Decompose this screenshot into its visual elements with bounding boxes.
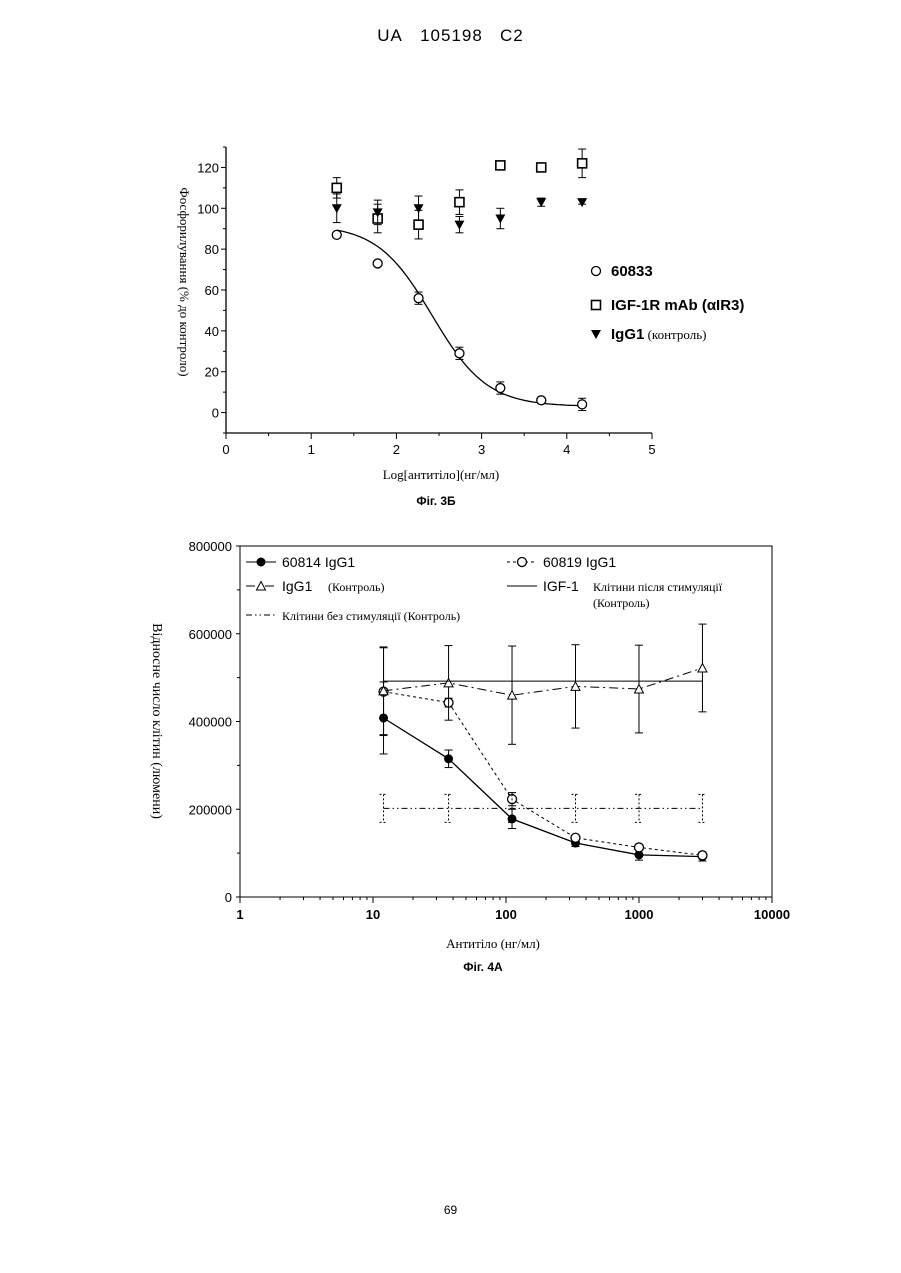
- x-tick-label: 5: [648, 442, 655, 457]
- legend-suffix-3a: Клітини після стимуляції: [593, 580, 723, 594]
- x-tick-label: 10: [366, 907, 380, 922]
- y-tick-label: 800000: [189, 539, 232, 554]
- legend-marker-2: [257, 582, 266, 591]
- legend-label-3: IGF-1: [543, 578, 579, 594]
- series-0-point: [332, 230, 341, 239]
- y-tick-label: 600000: [189, 627, 232, 642]
- x-tick-label: 100: [495, 907, 517, 922]
- legend-marker-0: [592, 267, 601, 276]
- y-tick-label: 400000: [189, 715, 232, 730]
- legend-label-4: Клітини без стимуляції (Контроль): [282, 609, 460, 623]
- figure-caption: Фіг. 4А: [463, 960, 503, 974]
- x-axis-label: Антитіло (нг/мл): [446, 936, 540, 951]
- legend-marker-1: [518, 558, 527, 567]
- legend-suffix-2: (Контроль): [328, 580, 385, 594]
- x-tick-label: 1: [308, 442, 315, 457]
- page-header: UA 105198 C2: [0, 26, 901, 46]
- y-tick-label: 0: [212, 406, 219, 421]
- figure-caption: Фіг. 3Б: [416, 494, 456, 508]
- series-2-point: [698, 663, 707, 672]
- series-2-point: [577, 198, 587, 207]
- legend-label-1: 60819 IgG1: [543, 554, 616, 570]
- page-number: 69: [0, 1203, 901, 1217]
- series-0-point: [414, 294, 423, 303]
- series-0-point: [537, 396, 546, 405]
- legend-label-0: 60814 IgG1: [282, 554, 355, 570]
- series-2-point: [454, 221, 464, 230]
- x-axis-label: Log[антитіло](нг/мл): [383, 467, 500, 482]
- x-tick-label: 4: [563, 442, 570, 457]
- series-0-line: [384, 718, 703, 857]
- y-tick-label: 80: [205, 242, 219, 257]
- legend-label-1: IGF-1R mAb (αIR3): [611, 297, 744, 314]
- chart-phosphorylation: 0 20 40 60 80 100 120 0 1 2 3 4 5 Log[антитіло](нг/мл…: [0, 130, 901, 520]
- x-tick-label: 1000: [625, 907, 654, 922]
- series-2-point: [495, 215, 505, 224]
- x-tick-label: 0: [222, 442, 229, 457]
- legend-marker-2: [591, 330, 601, 339]
- series-0-point: [445, 755, 453, 763]
- header-doc: UA: [377, 26, 403, 45]
- series-1-point: [571, 833, 580, 842]
- x-tick-label: 2: [393, 442, 400, 457]
- legend-marker-1: [592, 301, 601, 310]
- y-tick-label: 200000: [189, 802, 232, 817]
- y-tick-label: 20: [205, 365, 219, 380]
- series-1-point: [496, 161, 505, 170]
- series-60833-fit-curve: [337, 230, 582, 406]
- header-number: 105198: [420, 26, 483, 45]
- series-1-point: [414, 220, 423, 229]
- y-tick-label: 60: [205, 283, 219, 298]
- y-axis-label: Відносне число клітин (люмени): [149, 623, 164, 819]
- series-1-point: [455, 198, 464, 207]
- series-1-point: [578, 159, 587, 168]
- y-tick-label: 0: [225, 890, 232, 905]
- y-axis-label: Фосфорилування (% до контроло): [177, 187, 192, 376]
- y-tick-label: 40: [205, 324, 219, 339]
- legend-suffix-3b: (Контроль): [593, 596, 650, 610]
- series-1-point: [698, 851, 707, 860]
- series-1-point: [332, 183, 341, 192]
- y-tick-label: 120: [197, 160, 219, 175]
- plot-frame: [240, 546, 772, 897]
- series-2-point: [332, 204, 342, 213]
- x-tick-label: 10000: [754, 907, 790, 922]
- series-2-point: [444, 678, 453, 687]
- header-code: C2: [500, 26, 524, 45]
- series-0-point: [578, 400, 587, 409]
- x-tick-label: 3: [478, 442, 485, 457]
- series-0-point: [455, 349, 464, 358]
- series-1-point: [537, 163, 546, 172]
- series-0-point: [373, 259, 382, 268]
- legend-label-0: 60833: [611, 263, 653, 280]
- series-2-point: [414, 204, 424, 213]
- legend-label-2: IgG1 (контроль): [611, 326, 706, 343]
- chart-cell-count: 0 200000 400000 600000 800000 1 10 100 1000 10000…: [0, 535, 901, 980]
- y-tick-label: 100: [197, 201, 219, 216]
- series-0-point: [496, 384, 505, 393]
- x-tick-label: 1: [236, 907, 243, 922]
- legend-suffix-2: (контроль): [644, 327, 706, 342]
- legend-marker-0: [257, 558, 265, 566]
- series-1-point: [635, 843, 644, 852]
- legend-label-2: IgG1: [282, 578, 313, 594]
